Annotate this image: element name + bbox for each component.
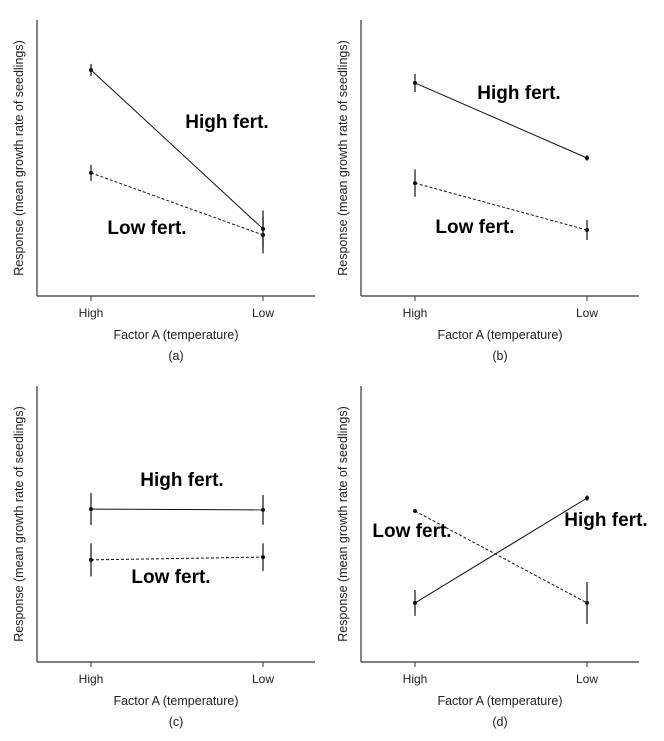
x-axis-label: Factor A (temperature): [113, 328, 238, 342]
series-label: High fert.: [477, 83, 560, 104]
series-low-fert: Low fert.: [89, 543, 265, 588]
series-label: High fert.: [185, 112, 268, 133]
x-axis-label: Factor A (temperature): [113, 694, 238, 708]
data-point: [89, 557, 93, 562]
x-axis-label: Factor A (temperature): [437, 694, 562, 708]
y-axis-label: Response (mean growth rate of seedlings): [12, 40, 26, 276]
data-point: [89, 170, 93, 175]
panel-caption: (c): [169, 715, 184, 729]
data-point: [261, 233, 265, 238]
series-low-fert: Low fert.: [372, 509, 589, 624]
x-axis-label: Factor A (temperature): [437, 328, 562, 342]
series-high-fert: High fert.: [413, 495, 648, 616]
data-point: [585, 156, 589, 160]
panel-a: High Low Factor A (temperature) (a) Response…: [12, 20, 315, 363]
x-tick-label: High: [79, 672, 104, 686]
y-axis-label: Response (mean growth rate of seedlings): [12, 406, 26, 642]
data-point: [413, 181, 417, 186]
data-point: [89, 67, 93, 72]
x-tick-label: Low: [252, 306, 274, 320]
series-line: [414, 82, 588, 159]
series-line: [90, 508, 264, 511]
series-label: High fert.: [140, 470, 223, 491]
series-label: Low fert.: [107, 218, 186, 239]
series-label: Low fert.: [131, 567, 210, 588]
data-point: [261, 555, 265, 560]
series-high-fert: High fert.: [413, 73, 589, 161]
panel-c: High Low Factor A (temperature) (c) Response…: [12, 386, 315, 729]
data-point: [89, 507, 93, 512]
series-line: [414, 497, 588, 604]
series-line: [414, 510, 588, 604]
data-point: [413, 509, 417, 514]
y-axis-label: Response (mean growth rate of seedlings): [336, 40, 350, 276]
panel-caption: (b): [492, 349, 507, 363]
data-point: [585, 600, 589, 605]
series-line: [90, 556, 264, 561]
series-line: [90, 172, 264, 236]
series-label: High fert.: [564, 510, 647, 531]
data-point: [585, 228, 589, 233]
y-axis-label: Response (mean growth rate of seedlings): [336, 406, 350, 642]
series-low-fert: Low fert.: [89, 164, 265, 254]
series-line: [90, 69, 264, 230]
panel-d: High Low Factor A (temperature) (d) Response…: [336, 386, 648, 729]
data-point: [261, 507, 265, 512]
x-tick-label: High: [403, 306, 428, 320]
series-low-fert: Low fert.: [413, 169, 589, 240]
panel-caption: (d): [492, 715, 507, 729]
data-point: [585, 496, 589, 501]
data-point: [413, 600, 417, 605]
series-high-fert: High fert.: [89, 63, 269, 248]
series-high-fert: High fert.: [89, 470, 265, 526]
panel-caption: (a): [168, 349, 183, 363]
x-tick-label: High: [403, 672, 428, 686]
x-tick-label: Low: [252, 672, 274, 686]
series-label: Low fert.: [435, 217, 514, 238]
panel-b: High Low Factor A (temperature) (b) Response…: [336, 20, 639, 363]
x-tick-label: Low: [576, 306, 598, 320]
x-tick-label: High: [79, 306, 104, 320]
data-point: [413, 80, 417, 85]
series-label: Low fert.: [372, 521, 451, 542]
x-tick-label: Low: [576, 672, 598, 686]
